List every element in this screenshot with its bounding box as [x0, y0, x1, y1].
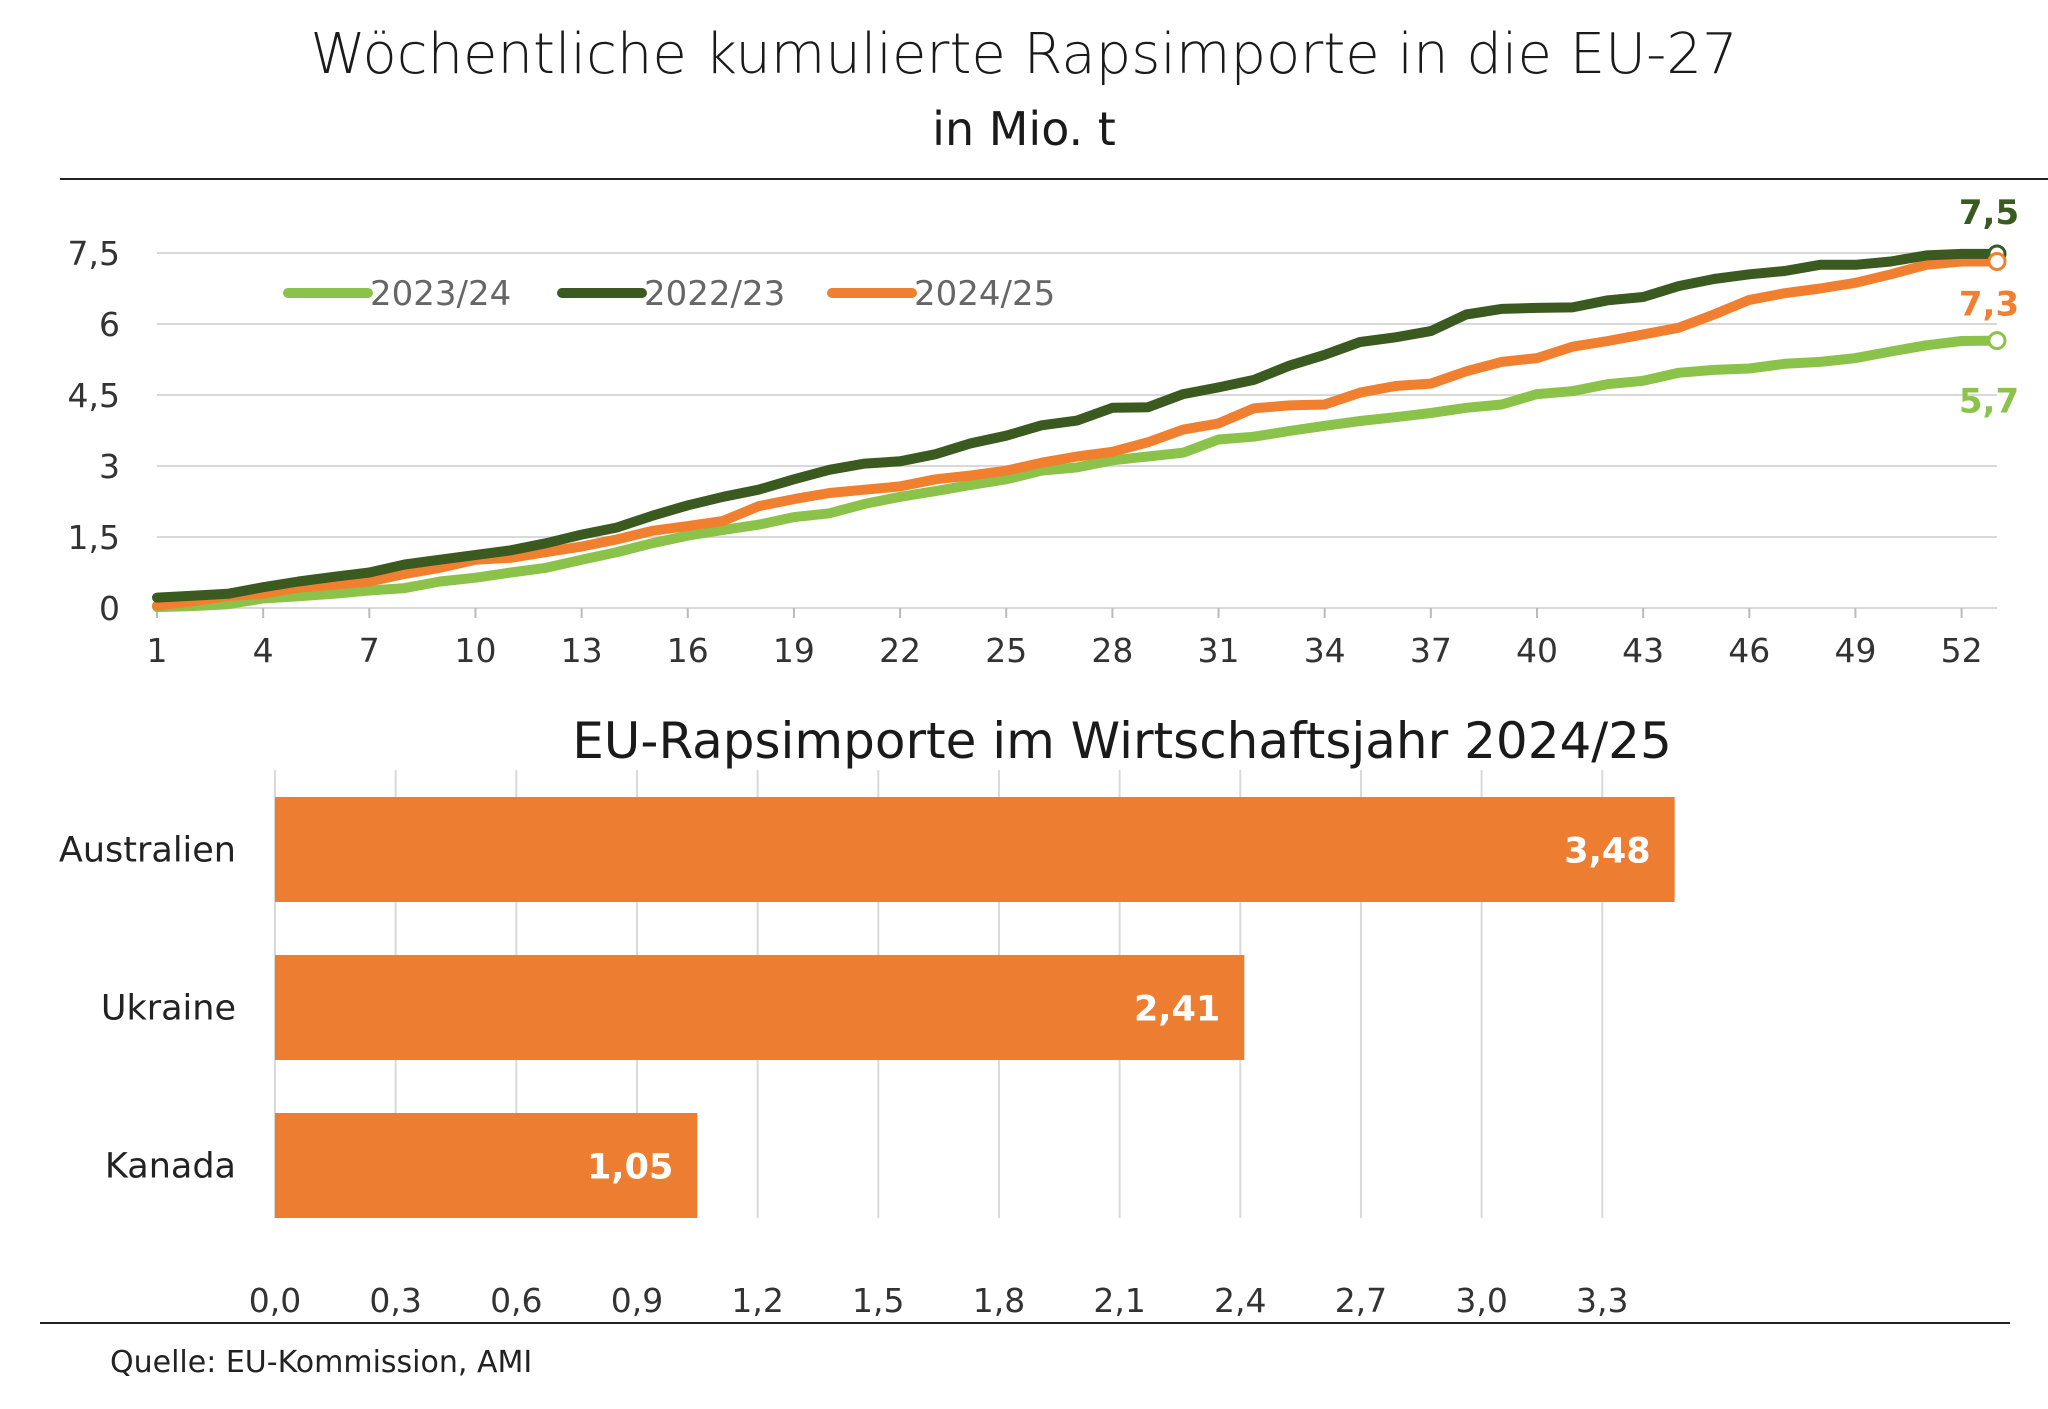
x-tick-label: 1,2 — [731, 1281, 783, 1320]
bar-ukraine — [275, 955, 1245, 1060]
x-tick-label: 10 — [454, 631, 496, 670]
x-tick-label: 1,8 — [973, 1281, 1025, 1320]
end-label-2023-24: 5,7 — [1959, 382, 2019, 422]
y-tick-label: 3 — [99, 447, 120, 486]
series-line-2022-23 — [152, 248, 2002, 603]
end-label-2024-25: 7,3 — [1959, 285, 2019, 325]
bottom-rule — [40, 1322, 2010, 1324]
x-tick-label: 46 — [1728, 631, 1770, 670]
x-tick-label: 40 — [1516, 631, 1558, 670]
line-chart: 0 1,5 3 4,5 6 7,5 1 4 7 10 13 16 19 22 25 28 31 34 37 40 43 4… — [68, 193, 2020, 670]
series-line-2023-24 — [152, 335, 2002, 613]
x-tick-label: 0,6 — [490, 1281, 542, 1320]
x-tick-label: 3,0 — [1455, 1281, 1507, 1320]
bar-kanada — [275, 1113, 698, 1218]
x-tick-label: 37 — [1410, 631, 1452, 670]
x-tick-label: 7 — [359, 631, 380, 670]
legend-label: 2023/24 — [370, 274, 511, 314]
chart-title: Wöchentliche kumulierte Rapsimporte in d… — [310, 22, 1738, 87]
source-note: Quelle: EU-Kommission, AMI — [110, 1345, 533, 1380]
x-tick-label: 2,1 — [1093, 1281, 1145, 1320]
x-tick-label: 25 — [985, 631, 1027, 670]
x-tick-label: 13 — [561, 631, 603, 670]
x-tick-label: 19 — [773, 631, 815, 670]
category-label: Australien — [59, 831, 236, 871]
x-tick-label: 1 — [147, 631, 168, 670]
y-tick-label: 4,5 — [68, 376, 120, 415]
series-line-2024-25 — [152, 256, 2002, 611]
x-tick-label: 31 — [1198, 631, 1240, 670]
bar-value-label: 2,41 — [1134, 990, 1220, 1030]
x-tick-label: 52 — [1941, 631, 1983, 670]
x-tick-label: 49 — [1834, 631, 1876, 670]
x-tick-label: 2,7 — [1335, 1281, 1387, 1320]
x-tick-label: 4 — [253, 631, 274, 670]
bar-chart-title: EU-Rapsimporte im Wirtschaftsjahr 2024/2… — [572, 712, 1672, 770]
x-tick-label: 0,9 — [611, 1281, 663, 1320]
bar-australien — [275, 797, 1675, 902]
legend-label: 2022/23 — [644, 274, 785, 314]
x-tick-label: 16 — [667, 631, 709, 670]
end-marker-2023-24 — [1987, 331, 2007, 351]
top-rule — [60, 178, 2048, 180]
x-tick-label: 0,0 — [249, 1281, 301, 1320]
category-label: Kanada — [105, 1147, 236, 1187]
x-tick-label: 28 — [1091, 631, 1133, 670]
x-tick-label: 43 — [1622, 631, 1664, 670]
x-tick-label: 22 — [879, 631, 921, 670]
x-tick-label: 2,4 — [1214, 1281, 1266, 1320]
end-label-2022-23: 7,5 — [1959, 193, 2019, 233]
x-tick-label: 1,5 — [852, 1281, 904, 1320]
bar-value-label: 3,48 — [1564, 832, 1650, 872]
x-tick-label: 0,3 — [369, 1281, 421, 1320]
end-marker-2024-25 — [1987, 252, 2007, 272]
x-tick-label: 3,3 — [1576, 1281, 1628, 1320]
y-tick-label: 7,5 — [68, 234, 120, 273]
category-label: Ukraine — [101, 989, 236, 1029]
bar-value-label: 1,05 — [587, 1148, 673, 1188]
y-tick-label: 6 — [99, 305, 120, 344]
chart-subtitle: in Mio. t — [932, 102, 1116, 156]
y-tick-label: 0 — [99, 589, 120, 628]
y-tick-label: 1,5 — [68, 518, 120, 557]
legend-label: 2024/25 — [914, 274, 1055, 314]
x-tick-label: 34 — [1304, 631, 1346, 670]
